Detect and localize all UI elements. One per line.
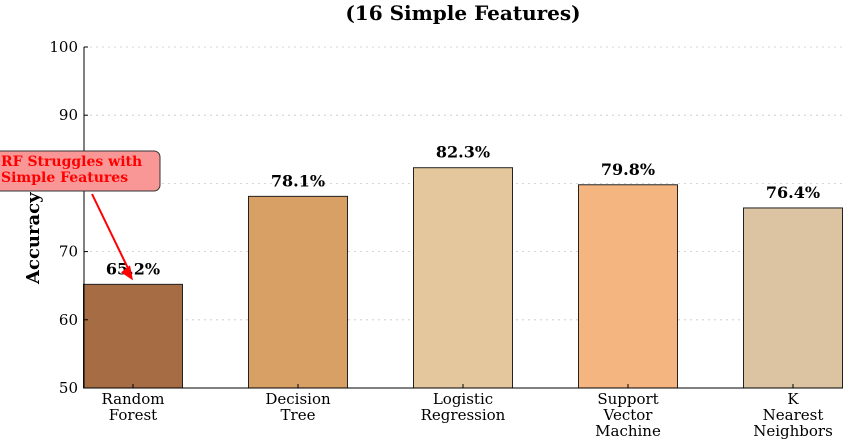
y-tick-labels: 5060708090100 xyxy=(49,38,78,397)
chart-title: (16 Simple Features) xyxy=(345,1,580,25)
x-tick-label: K Nearest Neighbors xyxy=(753,390,833,440)
value-label: 65.2% xyxy=(106,259,160,278)
annotation: RF Struggles with Simple Features xyxy=(0,150,161,281)
value-labels: 65.2% 78.1% 82.3% 79.8% 76.4% xyxy=(106,143,820,279)
x-tick-labels: Random Forest Decision Tree Logistic Regressi… xyxy=(101,390,832,440)
bar xyxy=(248,195,348,389)
bar xyxy=(578,184,678,389)
y-tick-label: 90 xyxy=(59,106,78,124)
annotation-arrowhead xyxy=(121,265,133,281)
value-label: 79.8% xyxy=(601,160,655,179)
annotation-box xyxy=(0,150,161,192)
bar xyxy=(83,283,183,389)
y-tick-label: 50 xyxy=(59,379,78,397)
bar xyxy=(413,167,513,389)
x-tick-label: Support Vector Machine xyxy=(595,390,661,440)
bars xyxy=(83,167,843,389)
bar xyxy=(743,207,843,389)
axes xyxy=(83,46,843,389)
annotation-arrow xyxy=(91,193,130,271)
x-tick-label: Logistic Regression xyxy=(421,390,506,424)
value-label: 76.4% xyxy=(766,183,820,202)
annotation-text: RF Struggles with Simple Features xyxy=(1,154,142,186)
y-tick-label: 60 xyxy=(59,311,78,329)
x-tick-label: Decision Tree xyxy=(265,390,331,424)
value-label: 78.1% xyxy=(271,171,325,190)
y-tick-label: 100 xyxy=(49,38,78,56)
y-tick-label: 70 xyxy=(59,243,78,261)
value-label: 82.3% xyxy=(436,143,490,162)
x-tick-label: Random Forest xyxy=(101,390,164,424)
